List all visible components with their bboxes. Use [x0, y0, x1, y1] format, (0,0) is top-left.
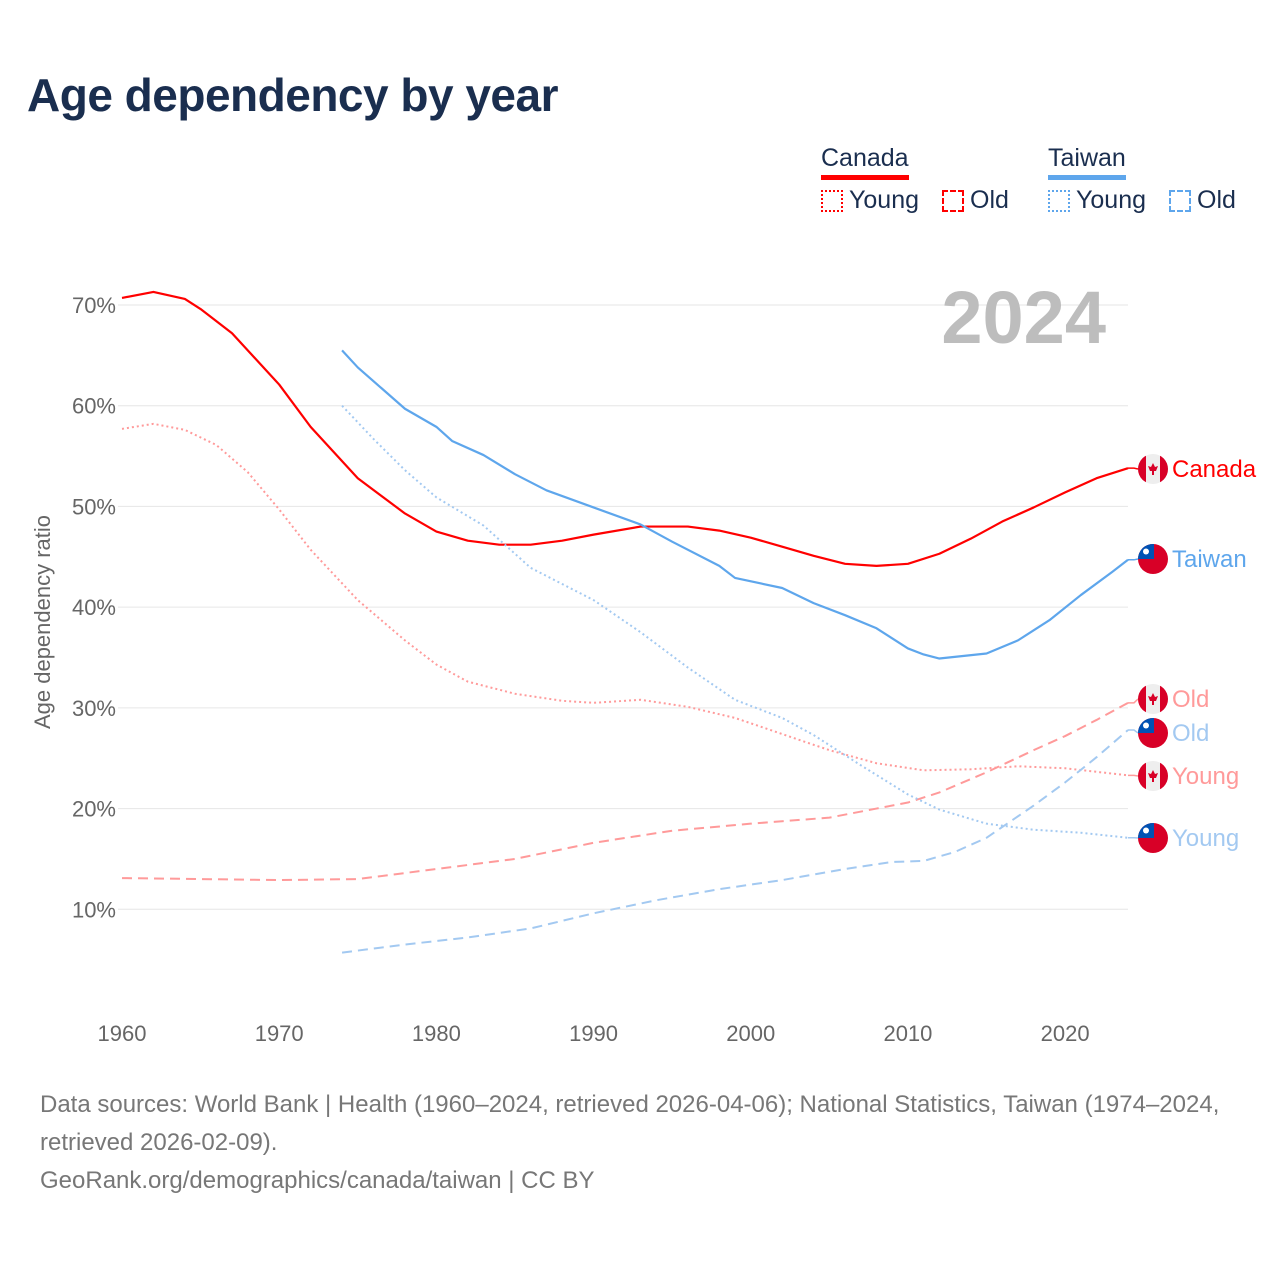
y-tick-label: 50%: [72, 494, 116, 519]
x-tick-label: 1980: [412, 1021, 461, 1046]
label-connector: [1128, 774, 1139, 777]
x-tick-label: 1960: [98, 1021, 147, 1046]
year-label: 2024: [941, 276, 1106, 359]
y-tick-label: 20%: [72, 797, 116, 822]
canada-flag-icon: [1138, 684, 1168, 714]
chart-plot: 10% 20% 30% 40% 50% 60% 70% 1960 1970 1980 1990 200…: [30, 276, 1257, 1046]
label-connector: [1128, 467, 1139, 470]
legend-label: Old: [1197, 186, 1236, 214]
flag-body: [1138, 684, 1168, 714]
x-tick-label: 1970: [255, 1021, 304, 1046]
flag-body: [1138, 718, 1168, 748]
footer: Data sources: World Bank | Health (1960–…: [40, 1086, 1250, 1200]
maple-leaf-icon: [1148, 693, 1158, 705]
legend-canada-old: Old: [942, 186, 1009, 215]
flag-body: [1138, 454, 1168, 484]
legend-canada: Canada: [821, 144, 909, 180]
sun-icon: [1143, 827, 1149, 834]
canada-flag-icon: [1138, 454, 1168, 484]
end-label-taiwan_total: Taiwan: [1172, 546, 1247, 573]
taiwan-flag-icon: [1138, 544, 1168, 574]
maple-leaf-icon: [1148, 770, 1158, 782]
x-tick-label: 2000: [726, 1021, 775, 1046]
y-tick-label: 70%: [72, 293, 116, 318]
legend-label: Young: [849, 186, 919, 214]
series-line-taiwan_total: [341, 349, 1129, 660]
x-tick-label: 1990: [569, 1021, 618, 1046]
sun-icon: [1143, 548, 1149, 555]
flag-red-left: [1138, 454, 1146, 484]
flag-body: [1138, 823, 1168, 853]
flag-body: [1138, 761, 1168, 791]
label-connector: [1128, 558, 1139, 561]
y-tick-label: 10%: [72, 897, 116, 922]
sun-icon: [1143, 722, 1149, 729]
data-sources: Data sources: World Bank | Health (1960–…: [40, 1091, 1220, 1156]
series-line-canada_young: [121, 422, 1129, 777]
y-axis-label: Age dependency ratio: [30, 515, 55, 729]
legend-taiwan-young: Young: [1048, 186, 1146, 215]
label-connector: [1128, 729, 1139, 734]
dotted-swatch-icon: [821, 189, 843, 212]
y-tick-label: 30%: [72, 696, 116, 721]
flag-red-left: [1138, 761, 1146, 791]
x-tick-label: 2020: [1041, 1021, 1090, 1046]
end-label-taiwan_old: Old: [1172, 720, 1209, 747]
y-tick-label: 40%: [72, 595, 116, 620]
end-label-canada_total: Canada: [1172, 456, 1257, 483]
dashed-swatch-icon: [942, 189, 964, 212]
flag-red-left: [1138, 684, 1146, 714]
legend-label: Young: [1076, 186, 1146, 214]
legend-canada-young: Young: [821, 186, 919, 215]
dotted-swatch-icon: [1048, 189, 1070, 212]
flag-body: [1138, 544, 1168, 574]
chart-title: Age dependency by year: [27, 69, 558, 121]
legend-taiwan-old: Old: [1169, 186, 1236, 215]
y-tick-label: 60%: [72, 394, 116, 419]
legend-taiwan: Taiwan: [1048, 144, 1126, 180]
end-label-taiwan_young: Young: [1172, 825, 1239, 852]
canada-flag-icon: [1138, 761, 1168, 791]
taiwan-flag-icon: [1138, 718, 1168, 748]
flag-red-right: [1160, 761, 1168, 791]
x-tick-label: 2010: [883, 1021, 932, 1046]
series-line-taiwan_old: [341, 729, 1129, 954]
flag-red-right: [1160, 684, 1168, 714]
series-line-canada_total: [121, 290, 1129, 567]
source-link[interactable]: GeoRank.org/demographics/canada/taiwan |…: [40, 1167, 595, 1194]
label-connector: [1128, 698, 1139, 704]
legend-label: Old: [970, 186, 1009, 214]
end-label-canada_young: Young: [1172, 763, 1239, 790]
dashed-swatch-icon: [1169, 189, 1191, 212]
taiwan-flag-icon: [1138, 823, 1168, 853]
end-label-canada_old: Old: [1172, 686, 1209, 713]
series-line-canada_old: [121, 701, 1129, 882]
maple-leaf-icon: [1148, 463, 1158, 475]
flag-red-right: [1160, 454, 1168, 484]
series-line-taiwan_young: [341, 405, 1129, 839]
